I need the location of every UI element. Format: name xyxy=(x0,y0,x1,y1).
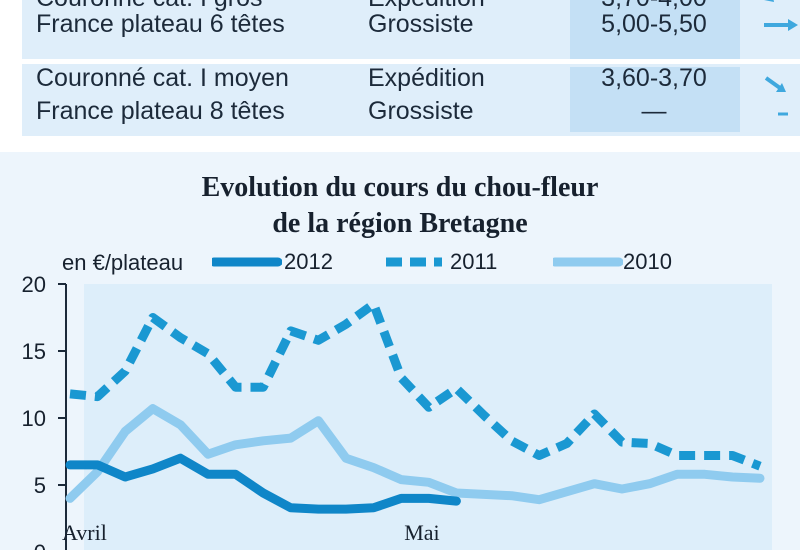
line-chart: 0 5 10 15 20 Avril Mai xyxy=(22,272,772,550)
series-line-2011 xyxy=(69,299,762,471)
arrow-down-right-icon xyxy=(740,64,800,93)
legend-swatch-2010 xyxy=(553,257,623,267)
chart-panel: Evolution du cours du chou-fleur de la r… xyxy=(0,152,800,550)
arrow-down-right-icon xyxy=(740,0,800,13)
x-tick-label: Mai xyxy=(404,520,439,545)
table-row: France plateau 6 têtes Grossiste 5,00-5,… xyxy=(22,10,800,39)
series-line-2010 xyxy=(65,404,765,505)
price-cell: — xyxy=(641,97,667,125)
legend-swatch-2012 xyxy=(212,257,282,267)
chart-subtitle: de la région Bretagne xyxy=(272,208,528,239)
legend-swatch-2011 xyxy=(386,257,442,267)
row-separator xyxy=(22,59,800,64)
stage-cell: Expédition xyxy=(368,64,485,92)
y-tick-label: 0 xyxy=(34,540,46,550)
product-cell: Couronné cat. I gros xyxy=(36,0,263,13)
legend-label-2012: 2012 xyxy=(284,249,333,274)
y-axis-unit-label: en €/plateau xyxy=(62,250,184,275)
legend-item-2012: 2012 xyxy=(212,248,342,276)
legend-label-2011: 2011 xyxy=(450,249,498,274)
price-cell: 3,70-4,00 xyxy=(578,0,730,13)
y-tick-label: 15 xyxy=(22,339,46,364)
chart-title: Evolution du cours du chou-fleur xyxy=(201,172,599,203)
arrow-right-icon xyxy=(740,10,800,39)
y-tick-label: 5 xyxy=(34,473,46,498)
stage-cell: Grossiste xyxy=(368,97,474,125)
plot-area xyxy=(84,284,772,550)
price-table: Couronné cat. I gros Expédition 3,70-4,0… xyxy=(22,0,800,136)
product-cell: Couronné cat. I moyen xyxy=(36,64,289,92)
legend-item-2011: 2011 xyxy=(384,248,514,276)
series-line-2012 xyxy=(65,453,461,514)
price-column-band xyxy=(570,67,740,132)
y-tick-label: 20 xyxy=(22,272,46,297)
price-column-band xyxy=(570,0,740,59)
legend-item-2010: 2010 xyxy=(553,248,693,276)
stage-cell: Expédition xyxy=(368,0,485,13)
product-cell: France plateau 6 têtes xyxy=(36,10,285,38)
legend-label-2010: 2010 xyxy=(623,249,672,274)
table-row: Couronné cat. I gros Expédition 3,70-4,0… xyxy=(22,0,800,13)
table-row: France plateau 8 têtes Grossiste — xyxy=(22,97,800,126)
y-tick-label: 10 xyxy=(22,406,46,431)
table-row: Couronné cat. I moyen Expédition 3,60-3,… xyxy=(22,64,800,93)
price-cell: 3,60-3,70 xyxy=(601,64,707,92)
stage-cell: Grossiste xyxy=(368,10,474,38)
price-cell: 5,00-5,50 xyxy=(601,10,707,38)
product-cell: France plateau 8 têtes xyxy=(36,97,285,125)
dash-icon xyxy=(740,97,800,126)
x-tick-label: Avril xyxy=(62,520,107,545)
